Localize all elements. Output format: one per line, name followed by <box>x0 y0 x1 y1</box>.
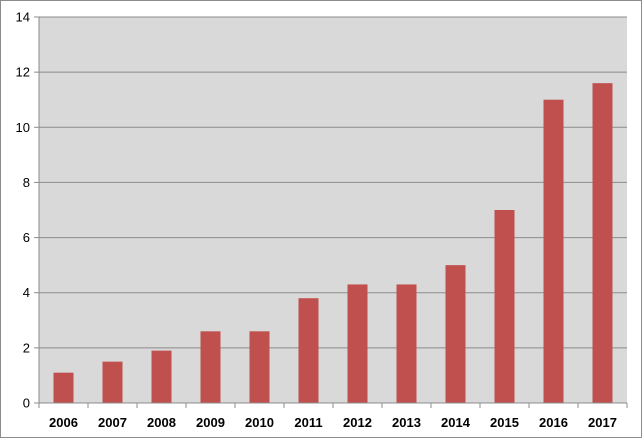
bar-2007 <box>102 361 123 403</box>
x-tick-label: 2009 <box>196 415 225 430</box>
bar-2011 <box>298 298 319 403</box>
y-tick-label: 10 <box>16 120 30 135</box>
bar-2006 <box>53 372 74 403</box>
bar-2015 <box>494 210 515 403</box>
bars <box>53 83 613 404</box>
x-tick-label: 2012 <box>343 415 372 430</box>
y-tick-label: 8 <box>23 175 30 190</box>
bar-2016 <box>543 99 564 403</box>
x-tick-label: 2011 <box>294 415 322 430</box>
x-tick-label: 2013 <box>392 415 421 430</box>
y-axis-tick-labels: 0 2 4 6 8 10 12 14 <box>16 10 39 411</box>
y-tick-label: 0 <box>23 396 30 411</box>
y-tick-label: 6 <box>23 230 30 245</box>
x-tick-label: 2007 <box>98 415 127 430</box>
bar-2008 <box>151 350 172 403</box>
bar-2010 <box>249 331 270 403</box>
x-axis-tick-labels: 2006 2007 2008 2009 2010 2011 2012 2013 2014 2015… <box>38 403 628 430</box>
x-tick-label: 2008 <box>147 415 176 430</box>
y-tick-label: 12 <box>16 65 30 80</box>
bar-2013 <box>396 284 417 403</box>
gridlines <box>39 16 627 349</box>
y-tick-label: 4 <box>23 285 30 300</box>
bar-2017 <box>592 83 613 404</box>
x-tick-label: 2014 <box>441 415 471 430</box>
bar-2009 <box>200 331 221 403</box>
x-tick-label: 2016 <box>539 415 568 430</box>
y-tick-label: 14 <box>16 10 30 25</box>
plot-area <box>39 17 627 403</box>
bar-2014 <box>445 265 466 403</box>
x-tick-label: 2017 <box>588 415 617 430</box>
bar-2012 <box>347 284 368 403</box>
x-tick-label: 2015 <box>490 415 519 430</box>
x-tick-label: 2006 <box>49 415 78 430</box>
x-tick-label: 2010 <box>245 415 274 430</box>
y-tick-label: 2 <box>23 340 30 355</box>
